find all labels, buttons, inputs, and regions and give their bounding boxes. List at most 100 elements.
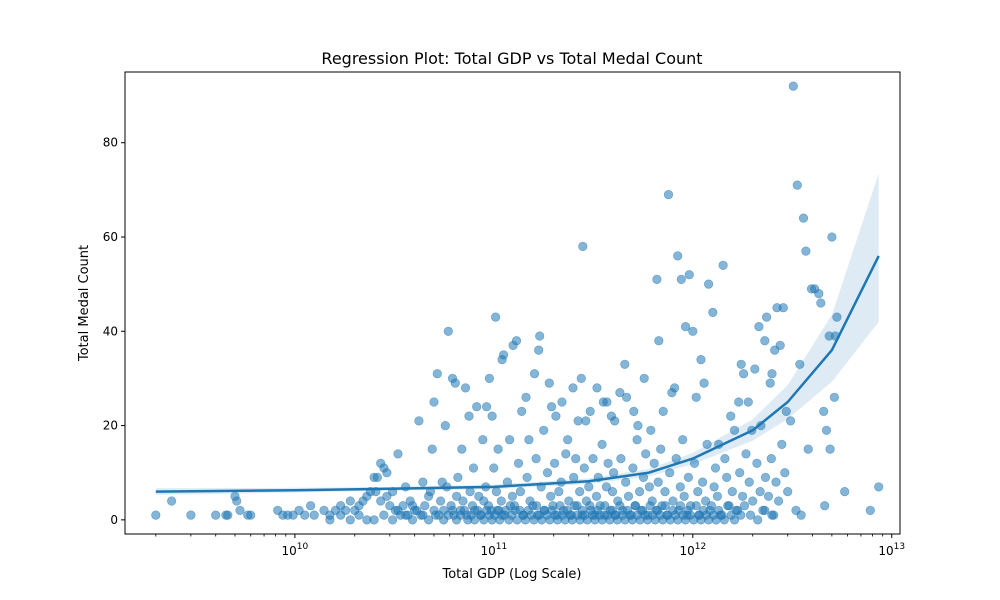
scatter-point <box>615 388 625 398</box>
scatter-point <box>697 477 708 487</box>
scatter-point <box>719 515 729 525</box>
scatter-point <box>865 505 875 516</box>
scatter-point <box>585 406 595 417</box>
scatter-point <box>840 487 850 497</box>
scatter-point <box>702 439 712 450</box>
scatter-point <box>542 468 553 478</box>
scatter-point <box>382 491 392 501</box>
scatter-point <box>763 491 774 501</box>
scatter-point <box>235 505 245 516</box>
scatter-point <box>309 510 319 520</box>
scatter-point <box>470 515 480 525</box>
scatter-point <box>785 416 796 426</box>
scatter-point <box>336 510 346 520</box>
scatter-point <box>634 487 645 497</box>
scatter-point <box>761 312 772 322</box>
scatter-point <box>684 270 694 280</box>
scatter-point <box>443 326 453 336</box>
scatter-point <box>429 397 439 407</box>
scatter-point <box>656 444 666 454</box>
scatter-point <box>300 510 310 520</box>
scatter-point <box>710 463 721 473</box>
scatter-point <box>795 359 805 369</box>
scatter-point <box>420 501 430 511</box>
scatter-point <box>722 472 732 483</box>
scatter-point <box>505 435 515 445</box>
scatter-point <box>748 496 758 506</box>
scatter-point <box>382 468 392 478</box>
scatter-point <box>803 444 813 454</box>
scatter-point <box>778 303 788 313</box>
scatter-point <box>496 496 506 506</box>
scatter-point <box>491 312 501 322</box>
scatter-point <box>792 180 802 190</box>
scatter-point <box>447 505 458 516</box>
scatter-point <box>720 454 730 464</box>
scatter-point <box>827 232 837 242</box>
y-axis-label: Total Medal Count <box>77 245 92 362</box>
scatter-point <box>499 350 509 360</box>
scatter-point <box>669 383 680 393</box>
scatter-point <box>630 501 640 511</box>
scatter-point <box>628 463 638 473</box>
scatter-point <box>453 472 463 483</box>
plot-area <box>151 81 884 525</box>
scatter-point <box>688 326 698 336</box>
chart-title: Regression Plot: Total GDP vs Total Meda… <box>321 49 702 68</box>
scatter-point <box>691 392 701 402</box>
scatter-point <box>306 501 316 511</box>
scatter-point <box>673 251 683 261</box>
scatter-point <box>568 383 578 393</box>
scatter-point <box>555 501 565 511</box>
scatter-point <box>571 454 581 464</box>
scatter-point <box>752 458 762 468</box>
scatter-point <box>405 496 415 506</box>
scatter-point <box>706 501 717 511</box>
scatter-point <box>600 501 610 511</box>
scatter-point <box>557 397 567 407</box>
x-tick-label: 1011 <box>480 542 507 558</box>
scatter-point <box>760 505 770 516</box>
scatter-point <box>693 487 703 497</box>
scatter-point <box>775 340 785 351</box>
scatter-point <box>607 487 618 497</box>
scatter-point <box>621 392 632 402</box>
scatter-point <box>741 449 751 459</box>
scatter-point <box>288 510 298 520</box>
scatter-point <box>414 416 424 426</box>
scatter-point <box>729 425 740 435</box>
scatter-point <box>167 496 177 506</box>
y-tick-label: 60 <box>103 230 118 244</box>
scatter-point <box>531 454 541 464</box>
scatter-point <box>668 496 678 506</box>
scatter-point <box>683 472 694 483</box>
scatter-point <box>737 491 748 501</box>
scatter-point <box>534 345 544 355</box>
scatter-point <box>829 392 840 402</box>
regression-line <box>155 255 880 493</box>
scatter-point <box>531 501 542 511</box>
scatter-point <box>767 510 777 520</box>
scatter-point <box>781 406 791 417</box>
scatter-point <box>379 510 389 520</box>
scatter-point <box>773 496 784 506</box>
scatter-point <box>464 411 474 421</box>
scatter-point <box>816 298 826 308</box>
scatter-point <box>780 468 790 478</box>
scatter-point <box>232 496 242 506</box>
scatter-point <box>246 510 256 520</box>
scatter-point <box>675 501 686 511</box>
scatter-point <box>401 482 411 492</box>
scatter-point <box>546 491 556 501</box>
scatter-point <box>660 487 670 497</box>
scatter-point <box>821 425 832 435</box>
scatter-point <box>679 491 689 501</box>
y-axis: 0 20 40 60 80 <box>103 136 125 527</box>
scatter-point <box>581 416 591 426</box>
scatter-point <box>745 510 756 520</box>
scatter-point <box>376 496 386 506</box>
scatter-point <box>729 515 740 525</box>
scatter-point <box>517 406 527 417</box>
scatter-point <box>551 411 561 421</box>
scatter-point <box>592 383 602 393</box>
